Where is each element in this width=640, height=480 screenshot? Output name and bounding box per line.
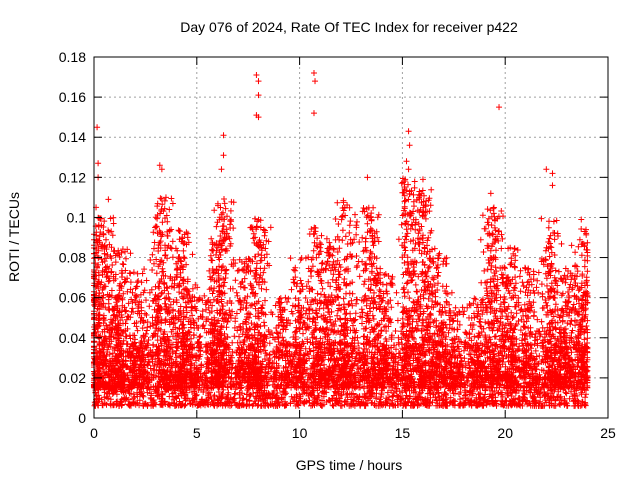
data-point: [543, 166, 550, 173]
y-tick-label: 0.18: [59, 49, 86, 65]
data-point: [364, 174, 371, 181]
x-tick-label: 10: [292, 425, 308, 441]
y-tick-label: 0.08: [59, 250, 86, 266]
data-point: [312, 78, 319, 85]
data-point: [403, 158, 410, 165]
y-tick-label: 0.16: [59, 89, 86, 105]
x-tick-label: 25: [600, 425, 616, 441]
plot-frame: [93, 56, 609, 419]
y-tick-label: 0: [78, 410, 86, 426]
data-point: [310, 110, 317, 117]
data-point: [405, 166, 412, 173]
data-point: [156, 162, 163, 169]
data-point: [255, 92, 262, 99]
roti-points: [91, 175, 591, 409]
data-point: [549, 170, 556, 177]
data-point: [162, 194, 169, 201]
data-point: [220, 152, 227, 159]
y-tick-label: 0.06: [59, 290, 86, 306]
data-point: [218, 166, 225, 173]
data-point: [253, 72, 260, 79]
data-point: [549, 182, 556, 189]
x-axis-label: GPS time / hours: [296, 457, 403, 473]
y-tick-label: 0.02: [59, 370, 86, 386]
data-points: [91, 70, 591, 409]
data-point: [105, 196, 112, 203]
y-tick-label: 0.14: [59, 129, 86, 145]
data-point: [94, 124, 101, 131]
data-point: [310, 70, 317, 77]
data-point: [496, 104, 503, 111]
y-tick-label: 0.04: [59, 330, 86, 346]
axis-ticks: [93, 56, 609, 419]
data-point: [406, 142, 413, 149]
x-tick-label: 15: [395, 425, 411, 441]
x-tick-labels: 0 5 10 15 20 25: [90, 425, 616, 441]
x-tick-label: 5: [193, 425, 201, 441]
y-tick-label: 0.1: [67, 209, 87, 225]
x-tick-label: 20: [497, 425, 513, 441]
y-tick-label: 0.12: [59, 169, 86, 185]
data-point: [255, 114, 262, 121]
chart-title: Day 076 of 2024, Rate Of TEC Index for r…: [180, 19, 518, 35]
data-point: [255, 78, 262, 85]
x-tick-label: 0: [90, 425, 98, 441]
data-point: [220, 132, 227, 139]
y-tick-labels: 0 0.02 0.04 0.06 0.08 0.1 0.12 0.14 0.16 0.18: [59, 49, 86, 426]
data-point: [405, 128, 412, 135]
data-point: [419, 176, 426, 183]
y-axis-label: ROTI / TECUs: [6, 192, 22, 282]
data-point: [95, 160, 102, 167]
data-point: [487, 190, 494, 197]
data-point: [158, 166, 165, 173]
data-point: [578, 216, 585, 223]
